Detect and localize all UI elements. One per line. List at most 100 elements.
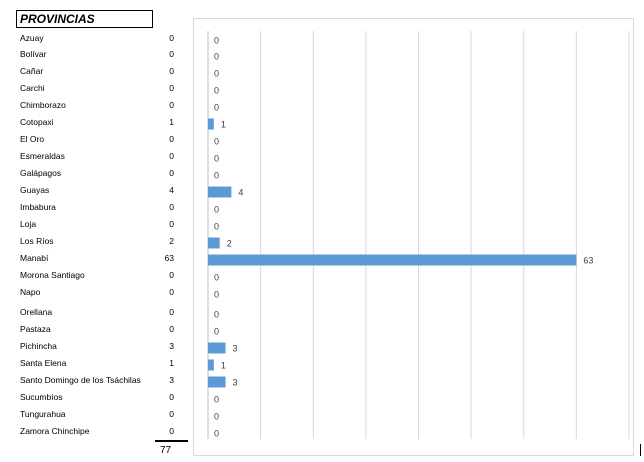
- bar: [208, 376, 226, 388]
- province-row: Galápagos 0: [20, 166, 180, 180]
- province-row: Loja 0: [20, 217, 180, 231]
- province-row: Napo 0: [20, 285, 180, 299]
- bar: [208, 186, 232, 198]
- province-row: Guayas 4: [20, 183, 180, 197]
- province-row: Pastaza 0: [20, 322, 180, 336]
- province-value: 0: [169, 100, 174, 110]
- data-label: 0: [214, 273, 219, 283]
- province-name: Carchi: [20, 83, 45, 93]
- province-row: Bolívar 0: [20, 47, 180, 61]
- province-row: Orellana 0: [20, 305, 180, 319]
- province-row: Santo Domingo de los Tsáchilas 3: [20, 373, 180, 387]
- text-cursor: [640, 444, 641, 456]
- province-name: Manabí: [20, 253, 49, 263]
- data-label: 1: [221, 361, 226, 371]
- data-label: 0: [214, 310, 219, 320]
- data-label: 1: [221, 120, 226, 130]
- province-value: 1: [169, 117, 174, 127]
- bar: [208, 359, 214, 371]
- province-name: El Oro: [20, 134, 45, 144]
- province-value: 0: [169, 83, 174, 93]
- province-name: Loja: [20, 219, 37, 229]
- province-row: Carchi 0: [20, 81, 180, 95]
- province-value: 0: [169, 202, 174, 212]
- data-label: 0: [214, 36, 219, 46]
- province-name: Santa Elena: [20, 358, 67, 368]
- province-name: Imbabura: [20, 202, 56, 212]
- province-value: 4: [169, 185, 174, 195]
- province-value: 0: [169, 426, 174, 436]
- province-row: Imbabura 0: [20, 200, 180, 214]
- province-name: Morona Santiago: [20, 270, 85, 280]
- data-label: 3: [233, 344, 238, 354]
- province-value: 0: [169, 287, 174, 297]
- data-label: 0: [214, 205, 219, 215]
- province-value: 3: [169, 341, 174, 351]
- province-value: 0: [169, 151, 174, 161]
- province-row: Santa Elena 1: [20, 356, 180, 370]
- data-label: 0: [214, 327, 219, 337]
- province-name: Esmeraldas: [20, 151, 65, 161]
- province-row: Pichincha 3: [20, 339, 180, 353]
- province-name: Napo: [20, 287, 41, 297]
- province-name: Cotopaxi: [20, 117, 54, 127]
- province-value: 0: [169, 49, 174, 59]
- province-row: Los Ríos 2: [20, 234, 180, 248]
- province-row: Sucumbíos 0: [20, 390, 180, 404]
- province-name: Chimborazo: [20, 100, 66, 110]
- province-row: El Oro 0: [20, 132, 180, 146]
- data-label: 0: [214, 171, 219, 181]
- province-name: Sucumbíos: [20, 392, 63, 402]
- provincias-header: PROVINCIAS: [16, 10, 153, 28]
- province-value: 3: [169, 375, 174, 385]
- bar: [208, 342, 226, 354]
- bar-chart-area: 0 0 0 0 0 1 0 0 0 4 0 0 2 63 0 0 0 0 3 1 3 0 0 0: [193, 18, 634, 456]
- bar: [208, 237, 220, 249]
- data-label: 0: [214, 137, 219, 147]
- province-name: Galápagos: [20, 168, 62, 178]
- province-name: Pichincha: [20, 341, 57, 351]
- data-label: 0: [214, 290, 219, 300]
- data-label: 0: [214, 412, 219, 422]
- data-label: 63: [583, 256, 593, 266]
- province-value: 0: [169, 134, 174, 144]
- province-value: 1: [169, 358, 174, 368]
- province-value: 0: [169, 219, 174, 229]
- province-value: 0: [169, 307, 174, 317]
- province-name: Orellana: [20, 307, 53, 317]
- province-row: Chimborazo 0: [20, 98, 180, 112]
- bar: [208, 254, 577, 266]
- total-value: 77: [160, 445, 172, 456]
- province-value: 0: [169, 66, 174, 76]
- province-value: 63: [164, 253, 174, 263]
- province-value: 0: [169, 168, 174, 178]
- bar: [208, 118, 214, 130]
- province-name: Santo Domingo de los Tsáchilas: [20, 375, 141, 385]
- province-name: Guayas: [20, 185, 50, 195]
- province-name: Zamora Chinchipe: [20, 426, 90, 436]
- province-value: 0: [169, 392, 174, 402]
- province-row: Cotopaxi 1: [20, 115, 180, 129]
- province-row: Cañar 0: [20, 64, 180, 78]
- province-value: 0: [169, 409, 174, 419]
- data-label: 0: [214, 69, 219, 79]
- province-name: Pastaza: [20, 324, 51, 334]
- province-value: 0: [169, 270, 174, 280]
- province-row: Manabí 63: [20, 251, 180, 265]
- data-label: 4: [238, 188, 243, 198]
- data-label: 0: [214, 103, 219, 113]
- data-label: 0: [214, 429, 219, 439]
- total-divider: [155, 440, 188, 442]
- data-label: 0: [214, 222, 219, 232]
- data-label: 0: [214, 52, 219, 62]
- province-row: Tungurahua 0: [20, 407, 180, 421]
- data-label: 0: [214, 86, 219, 96]
- province-row: Azuay 0: [20, 31, 180, 45]
- province-row: Esmeraldas 0: [20, 149, 180, 163]
- province-name: Cañar: [20, 66, 44, 76]
- province-value: 2: [169, 236, 174, 246]
- province-value: 0: [169, 33, 174, 43]
- province-row: Zamora Chinchipe 0: [20, 424, 180, 438]
- data-label: 0: [214, 154, 219, 164]
